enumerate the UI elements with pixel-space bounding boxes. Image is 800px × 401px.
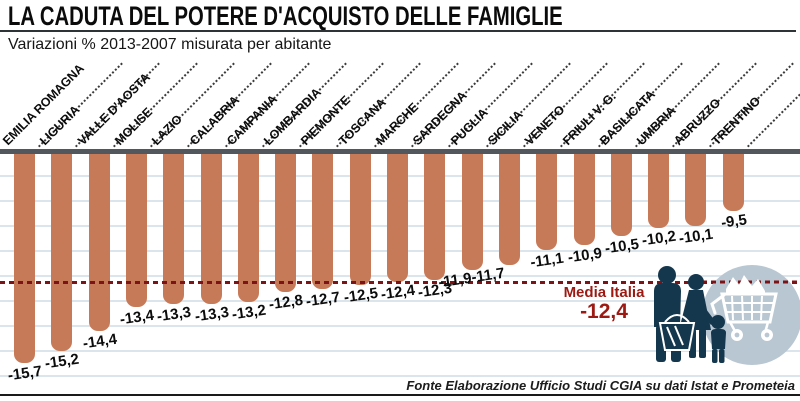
bar-puglia <box>462 153 483 270</box>
bar-umbria <box>648 153 669 228</box>
source-credit: Fonte Elaborazione Ufficio Studi CGIA su… <box>406 378 795 393</box>
bar-toscana <box>350 153 371 285</box>
gridline <box>0 350 800 352</box>
bar-value-liguria: -15,2 <box>43 350 81 373</box>
bar-value-trentino: -9,5 <box>720 211 748 232</box>
average-callout: Media Italia -12,4 <box>540 284 668 324</box>
gridline <box>0 375 800 377</box>
average-dashed-line <box>0 281 800 284</box>
bar-veneto <box>536 153 557 250</box>
bar-calabria <box>201 153 222 304</box>
axis-strip <box>0 149 800 154</box>
bar-basilicata <box>611 153 632 236</box>
family-with-shopping-cart-icon <box>654 265 800 365</box>
bar-campania <box>238 153 259 302</box>
bar-sicilia <box>499 153 520 265</box>
gridline <box>0 300 800 302</box>
bar-lazio <box>163 153 184 304</box>
bar-trentino <box>723 153 744 211</box>
average-value: -12,4 <box>580 300 628 323</box>
bar-emilia-romagna <box>14 153 35 363</box>
bar-molise <box>126 153 147 307</box>
bar-abruzzo <box>685 153 706 226</box>
bar-valle-d-aosta <box>89 153 110 331</box>
footer-rule <box>0 394 800 396</box>
page-title: LA CADUTA DEL POTERE D'ACQUISTO DELLE FA… <box>8 1 563 31</box>
bar-chart: Media Italia -12,4 <box>0 55 800 395</box>
title-underline <box>0 30 796 32</box>
average-label: Media Italia <box>563 284 645 301</box>
bar-lombardia <box>275 153 296 292</box>
bar-liguria <box>51 153 72 351</box>
gridline <box>0 325 800 327</box>
bar-sardegna <box>424 153 445 280</box>
bar-piemonte <box>312 153 333 289</box>
bar-marche <box>387 153 408 282</box>
page-subtitle: Variazioni % 2013-2007 misurata per abit… <box>8 36 332 53</box>
bar-friuli-v-g <box>574 153 595 245</box>
